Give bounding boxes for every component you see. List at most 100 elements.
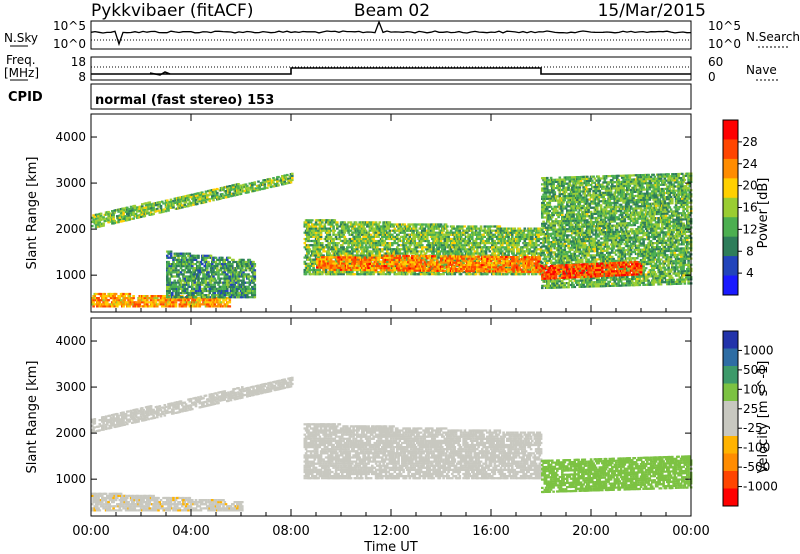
data-cell bbox=[194, 305, 198, 308]
data-cell bbox=[507, 254, 510, 257]
data-cell bbox=[211, 271, 214, 274]
data-cell bbox=[467, 244, 470, 247]
data-cell bbox=[263, 181, 267, 184]
data-cell bbox=[171, 292, 174, 295]
data-cell bbox=[146, 212, 149, 215]
data-cell bbox=[167, 209, 170, 212]
data-cell bbox=[367, 231, 370, 234]
data-cell bbox=[471, 237, 474, 241]
data-cell bbox=[204, 281, 208, 284]
data-cell bbox=[221, 267, 224, 270]
data-cell bbox=[388, 256, 392, 259]
data-cell bbox=[474, 229, 478, 232]
data-cell bbox=[194, 277, 198, 280]
data-cell bbox=[152, 206, 155, 209]
data-cell bbox=[358, 266, 362, 270]
data-cell bbox=[168, 277, 172, 280]
data-cell bbox=[304, 273, 308, 276]
data-cell bbox=[303, 260, 307, 263]
data-cell bbox=[202, 193, 205, 196]
data-cell bbox=[103, 292, 107, 296]
data-cell bbox=[164, 201, 168, 204]
data-cell bbox=[239, 279, 243, 282]
data-cell bbox=[147, 301, 150, 304]
data-cell bbox=[461, 227, 464, 230]
data-cell bbox=[248, 289, 252, 293]
data-cell bbox=[459, 273, 463, 276]
data-cell bbox=[208, 197, 212, 201]
data-cell bbox=[374, 254, 378, 257]
data-cell bbox=[408, 223, 412, 226]
data-cell bbox=[247, 277, 250, 280]
data-cell bbox=[318, 246, 322, 249]
data-cell bbox=[441, 231, 444, 234]
data-cell bbox=[391, 244, 394, 247]
data-cell bbox=[256, 189, 259, 192]
data-cell bbox=[99, 214, 103, 217]
data-cell bbox=[372, 237, 375, 241]
data-cell bbox=[441, 246, 444, 249]
data-cell bbox=[386, 225, 389, 228]
data-cell bbox=[308, 266, 312, 270]
data-cell bbox=[359, 239, 363, 243]
data-cell bbox=[291, 178, 294, 182]
data-cell bbox=[514, 235, 518, 238]
data-cell bbox=[432, 248, 435, 251]
data-cell bbox=[112, 215, 115, 219]
data-cell bbox=[334, 233, 338, 236]
data-cell bbox=[403, 223, 407, 226]
data-cell bbox=[206, 301, 209, 304]
data-cell bbox=[212, 195, 215, 198]
data-cell bbox=[409, 250, 413, 253]
data-cell bbox=[418, 244, 422, 247]
data-cell bbox=[304, 221, 308, 224]
data-cell bbox=[503, 254, 507, 257]
data-cell bbox=[174, 296, 178, 299]
freq-left-label-2: [MHz] bbox=[4, 66, 39, 80]
data-cell bbox=[348, 262, 352, 265]
data-cell bbox=[499, 227, 503, 230]
data-cell bbox=[348, 237, 352, 241]
data-cell bbox=[203, 273, 207, 276]
data-cell bbox=[106, 303, 109, 306]
data-cell bbox=[452, 244, 455, 247]
data-cell bbox=[233, 289, 237, 293]
data-cell bbox=[102, 224, 105, 227]
data-cell bbox=[427, 223, 430, 226]
data-cell bbox=[99, 212, 103, 215]
data-cell bbox=[493, 252, 497, 255]
data-cell bbox=[174, 283, 178, 286]
data-cell bbox=[181, 303, 184, 306]
data-cell bbox=[372, 254, 375, 257]
data-cell bbox=[197, 294, 200, 297]
data-cell bbox=[281, 175, 284, 178]
data-cell bbox=[459, 239, 463, 243]
data-cell bbox=[112, 301, 115, 304]
data-cell bbox=[343, 229, 347, 232]
data-cell bbox=[251, 294, 254, 297]
data-cell bbox=[246, 265, 249, 268]
data-cell bbox=[122, 305, 125, 308]
data-cell bbox=[113, 211, 117, 214]
data-cell bbox=[166, 275, 169, 278]
data-cell bbox=[91, 303, 94, 306]
data-cell bbox=[333, 219, 337, 222]
data-cell bbox=[307, 252, 310, 255]
data-cell bbox=[388, 221, 392, 224]
data-cell bbox=[189, 263, 193, 266]
data-cell bbox=[233, 260, 237, 264]
data-cell bbox=[188, 275, 192, 278]
data-cell bbox=[194, 199, 198, 202]
data-cell bbox=[381, 237, 384, 241]
data-cell bbox=[332, 231, 335, 234]
data-cell bbox=[183, 205, 187, 208]
data-cell bbox=[476, 250, 479, 253]
data-cell bbox=[147, 207, 150, 211]
data-cell bbox=[421, 248, 424, 251]
data-cell bbox=[492, 273, 495, 276]
data-cell bbox=[134, 212, 138, 215]
data-cell bbox=[153, 303, 157, 306]
data-cell bbox=[219, 265, 223, 268]
data-cell bbox=[179, 281, 183, 284]
data-cell bbox=[306, 254, 309, 257]
